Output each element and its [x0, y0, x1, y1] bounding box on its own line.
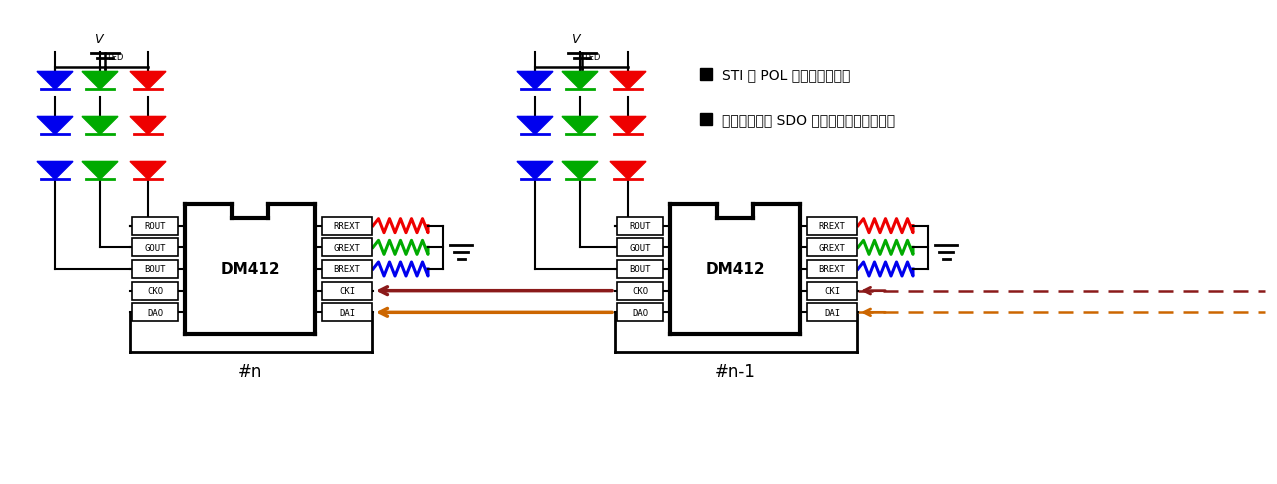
FancyBboxPatch shape: [807, 303, 857, 322]
Text: DAO: DAO: [632, 308, 647, 317]
FancyBboxPatch shape: [322, 217, 372, 235]
Text: DAO: DAO: [147, 308, 163, 317]
Text: ROUT: ROUT: [630, 222, 651, 231]
Bar: [700, 69, 713, 81]
Polygon shape: [610, 117, 646, 135]
Polygon shape: [130, 72, 166, 90]
Text: DM412: DM412: [220, 262, 280, 277]
FancyBboxPatch shape: [617, 239, 663, 257]
Polygon shape: [517, 117, 553, 135]
FancyBboxPatch shape: [132, 217, 178, 235]
Polygon shape: [82, 117, 117, 135]
FancyBboxPatch shape: [322, 239, 372, 257]
FancyBboxPatch shape: [132, 239, 178, 257]
Text: DAI: DAI: [824, 308, 840, 317]
FancyBboxPatch shape: [807, 239, 857, 257]
FancyBboxPatch shape: [617, 260, 663, 278]
Text: ROUT: ROUT: [144, 222, 166, 231]
Text: V: V: [572, 33, 580, 46]
FancyBboxPatch shape: [322, 303, 372, 322]
Polygon shape: [37, 117, 73, 135]
FancyBboxPatch shape: [807, 217, 857, 235]
Text: BREXT: BREXT: [333, 265, 360, 274]
Polygon shape: [517, 162, 553, 180]
FancyBboxPatch shape: [322, 282, 372, 300]
Text: GOUT: GOUT: [630, 243, 651, 252]
Text: BOUT: BOUT: [630, 265, 651, 274]
Text: DM412: DM412: [705, 262, 765, 277]
Text: BOUT: BOUT: [144, 265, 166, 274]
Text: GREXT: GREXT: [819, 243, 845, 252]
FancyBboxPatch shape: [617, 282, 663, 300]
Text: RREXT: RREXT: [819, 222, 845, 231]
Polygon shape: [82, 162, 117, 180]
Polygon shape: [562, 72, 598, 90]
Text: DAI: DAI: [338, 308, 355, 317]
Polygon shape: [517, 72, 553, 90]
Text: CKI: CKI: [824, 287, 840, 296]
Polygon shape: [82, 72, 117, 90]
Polygon shape: [37, 162, 73, 180]
FancyBboxPatch shape: [322, 260, 372, 278]
Text: RREXT: RREXT: [333, 222, 360, 231]
Text: #n-1: #n-1: [715, 362, 756, 380]
Text: #n: #n: [238, 362, 262, 380]
Polygon shape: [562, 162, 598, 180]
Polygon shape: [37, 72, 73, 90]
FancyBboxPatch shape: [132, 260, 178, 278]
Text: BREXT: BREXT: [819, 265, 845, 274]
Text: GOUT: GOUT: [144, 243, 166, 252]
Polygon shape: [130, 117, 166, 135]
FancyBboxPatch shape: [132, 303, 178, 322]
Polygon shape: [610, 72, 646, 90]
Text: CKO: CKO: [147, 287, 163, 296]
FancyBboxPatch shape: [132, 282, 178, 300]
Text: 视系统应用将 SDO 端连接至高或低电位源: 视系统应用将 SDO 端连接至高或低电位源: [722, 113, 895, 127]
FancyBboxPatch shape: [807, 260, 857, 278]
FancyBboxPatch shape: [617, 303, 663, 322]
Text: V: V: [94, 33, 103, 46]
Text: LED: LED: [584, 53, 600, 62]
Bar: [700, 114, 713, 126]
Polygon shape: [610, 162, 646, 180]
Text: LED: LED: [107, 53, 124, 62]
Polygon shape: [130, 162, 166, 180]
Text: STI 与 POL 端连接至高准位: STI 与 POL 端连接至高准位: [722, 68, 850, 82]
FancyBboxPatch shape: [807, 282, 857, 300]
Text: CKI: CKI: [338, 287, 355, 296]
FancyBboxPatch shape: [617, 217, 663, 235]
Text: GREXT: GREXT: [333, 243, 360, 252]
Text: CKO: CKO: [632, 287, 647, 296]
Polygon shape: [562, 117, 598, 135]
